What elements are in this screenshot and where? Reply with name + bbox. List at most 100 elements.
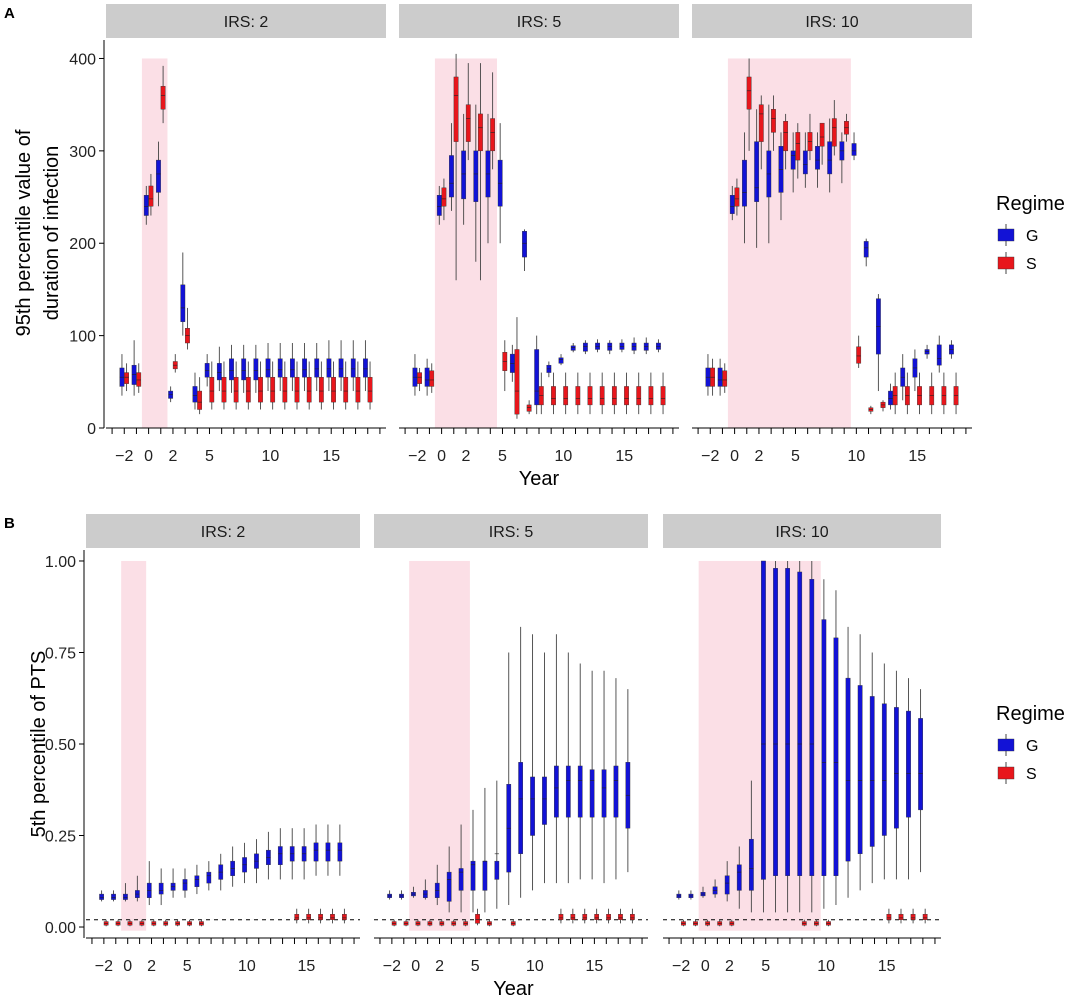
box-G bbox=[558, 357, 564, 364]
box-G bbox=[241, 358, 247, 381]
x-tick-label: 5 bbox=[498, 448, 507, 465]
panel-label: A bbox=[4, 5, 15, 22]
box-S bbox=[570, 914, 576, 920]
box-S bbox=[606, 914, 611, 920]
box-S bbox=[611, 386, 617, 406]
irs-shade bbox=[121, 560, 147, 931]
box-G bbox=[656, 342, 661, 350]
box-G bbox=[461, 150, 467, 200]
box-S bbox=[475, 914, 480, 924]
box-S bbox=[526, 404, 532, 412]
box-S bbox=[478, 113, 483, 152]
box-G bbox=[534, 349, 540, 406]
box-S bbox=[453, 76, 459, 142]
y-tick-label: 1.00 bbox=[45, 554, 76, 571]
box-S bbox=[771, 109, 776, 133]
box-S bbox=[856, 346, 862, 364]
box-S bbox=[624, 386, 629, 406]
box-G bbox=[204, 363, 210, 378]
x-tick-label: 10 bbox=[847, 448, 865, 465]
x-tick-label: −2 bbox=[672, 958, 690, 975]
box-G bbox=[229, 358, 234, 381]
box-S bbox=[342, 914, 347, 920]
y-axis-label: 95th percentile value of bbox=[13, 129, 35, 336]
box-S bbox=[160, 85, 166, 110]
box-G bbox=[325, 842, 331, 862]
box-G bbox=[565, 765, 571, 818]
legend-label: S bbox=[1026, 766, 1037, 783]
y-tick-label: 200 bbox=[69, 236, 96, 253]
box-G bbox=[302, 358, 307, 378]
x-tick-label: 0 bbox=[701, 958, 710, 975]
box-G bbox=[131, 364, 137, 385]
facet-strip-label: IRS: 5 bbox=[517, 14, 562, 31]
box-G bbox=[577, 765, 583, 818]
box-S bbox=[886, 914, 892, 920]
box-S bbox=[367, 376, 373, 403]
box-G bbox=[314, 358, 320, 378]
box-S bbox=[558, 914, 564, 920]
box-G bbox=[313, 842, 319, 862]
box-G bbox=[619, 342, 625, 350]
box-S bbox=[245, 376, 251, 403]
box-G bbox=[742, 159, 747, 207]
box-S bbox=[124, 372, 129, 384]
x-tick-label: 15 bbox=[322, 448, 340, 465]
box-G bbox=[182, 879, 188, 891]
facet-strip-label: IRS: 2 bbox=[224, 14, 269, 31]
x-tick-label: 5 bbox=[205, 448, 214, 465]
box-S bbox=[636, 386, 642, 406]
box-S bbox=[318, 376, 324, 403]
box-S bbox=[258, 376, 263, 403]
box-S bbox=[722, 370, 728, 387]
x-tick-label: 15 bbox=[585, 958, 603, 975]
box-S bbox=[910, 914, 916, 920]
box-G bbox=[717, 367, 723, 387]
facet-strip-label: IRS: 10 bbox=[805, 14, 858, 31]
box-G bbox=[192, 386, 198, 403]
box-G bbox=[350, 358, 356, 378]
legend-key-g bbox=[997, 738, 1015, 752]
box-G bbox=[289, 358, 295, 378]
panel-B: B 5th percentile of PTS 0.00 0.25 0.50 0.75 1.… bbox=[4, 514, 1065, 1000]
box-S bbox=[783, 121, 789, 152]
box-G bbox=[869, 696, 875, 847]
box-S bbox=[343, 376, 349, 403]
x-tick-label: 10 bbox=[554, 448, 572, 465]
box-G bbox=[724, 875, 730, 895]
box-S bbox=[490, 118, 496, 152]
box-G bbox=[518, 762, 523, 855]
irs-shade bbox=[727, 58, 851, 428]
panel-label: B bbox=[4, 515, 15, 532]
box-G bbox=[424, 367, 430, 387]
facet-1: IRS: 2 −2 0 2 5 10 15 bbox=[86, 514, 360, 975]
box-G bbox=[158, 882, 164, 895]
x-tick-label: 0 bbox=[144, 448, 153, 465]
x-tick-label: 15 bbox=[615, 448, 633, 465]
x-tick-label: 0 bbox=[123, 958, 132, 975]
box-G bbox=[265, 358, 271, 378]
box-S bbox=[417, 372, 422, 384]
x-tick-label: −2 bbox=[115, 448, 133, 465]
box-G bbox=[277, 846, 283, 865]
box-G bbox=[194, 875, 200, 887]
box-G bbox=[123, 893, 128, 900]
box-G bbox=[601, 769, 607, 818]
box-S bbox=[318, 914, 323, 920]
x-tick-label: 2 bbox=[147, 958, 156, 975]
box-S bbox=[898, 914, 904, 920]
box-S bbox=[563, 386, 569, 406]
x-tick-label: 10 bbox=[261, 448, 279, 465]
y-axis-label: duration of infection bbox=[41, 146, 63, 321]
legend-key-g bbox=[997, 228, 1015, 242]
x-tick-label: 5 bbox=[791, 448, 800, 465]
box-G bbox=[111, 893, 116, 900]
y-axis-label: 5th percentile of PTS bbox=[28, 651, 50, 838]
facet-strip bbox=[106, 4, 386, 38]
box-G bbox=[748, 838, 754, 891]
box-G bbox=[785, 568, 790, 876]
y-tick-label: 0.50 bbox=[45, 737, 76, 754]
box-G bbox=[446, 871, 452, 902]
box-S bbox=[136, 372, 142, 387]
box-G bbox=[833, 637, 839, 876]
